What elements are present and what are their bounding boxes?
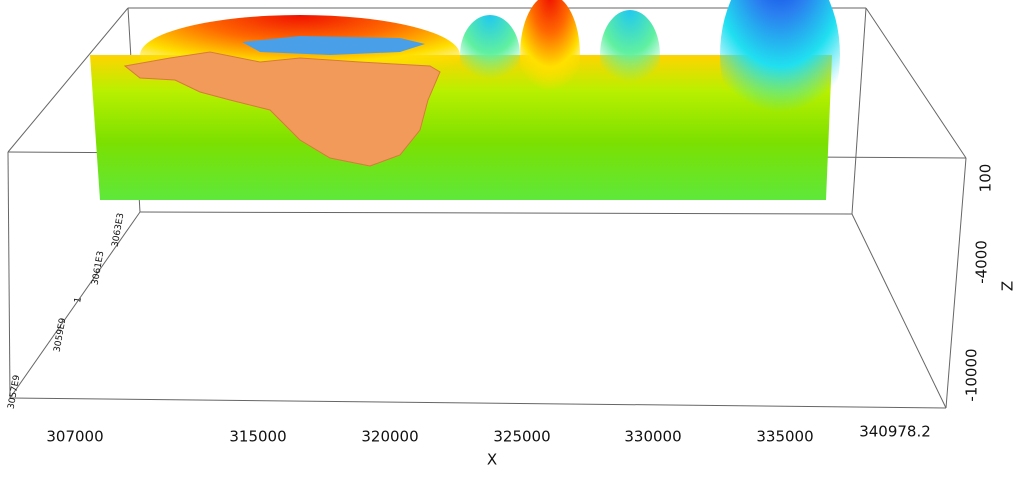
x-tick-label: 325000 (493, 428, 550, 446)
x-tick-label: 315000 (229, 428, 286, 446)
y-tick-label: 3057E9 (7, 374, 23, 410)
x-tick-label: 340978.2 (859, 423, 931, 441)
section-slab (90, 0, 840, 200)
y-tick-label: 1 (73, 296, 84, 303)
x-axis: 307000 315000 320000 325000 330000 33500… (46, 423, 930, 469)
z-tick-label: -10000 (963, 348, 981, 401)
x-tick-label: 330000 (624, 428, 681, 446)
z-axis: 100 -4000 -10000 Z (963, 164, 1017, 402)
y-tick-label: 3061E3 (91, 250, 107, 286)
y-tick-label: 3059E9 (53, 317, 69, 353)
x-tick-label: 335000 (756, 428, 813, 446)
x-tick-label: 320000 (361, 428, 418, 446)
blue-isosurface (242, 36, 425, 55)
z-axis-label: Z (999, 281, 1017, 291)
orange-isosurface (123, 51, 441, 167)
y-tick-label: 3063E3 (111, 212, 127, 248)
y-axis: 3063E3 3061E3 1 3059E9 3057E9 (7, 212, 127, 410)
z-tick-label: -4000 (973, 240, 991, 284)
x-axis-label: X (487, 451, 497, 469)
z-tick-label: 100 (977, 164, 995, 193)
x-tick-label: 307000 (46, 428, 103, 446)
